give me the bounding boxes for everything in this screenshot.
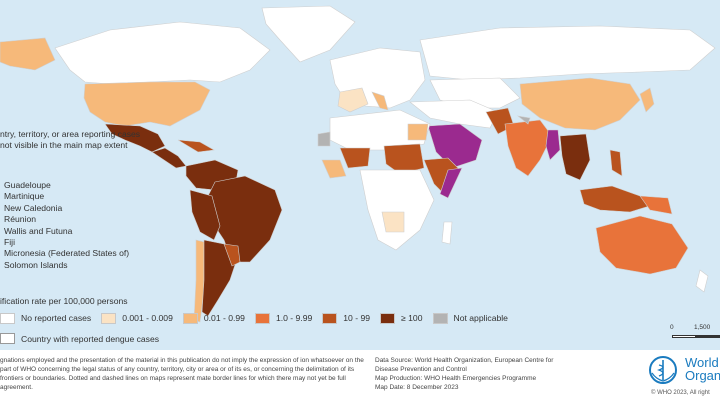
legend-label: ≥ 100 (401, 313, 423, 323)
map-date: Map Date: 8 December 2023 (375, 384, 459, 391)
disclaimer-text: gnations employed and the presentation o… (0, 357, 364, 391)
map-svg (0, 5, 716, 323)
legend-item: No reported cases (0, 312, 92, 324)
legend-swatch (101, 312, 117, 324)
west-africa-coast (321, 159, 347, 179)
side-panel-list: Guadeloupe Martinique New Caledonia Réun… (0, 180, 129, 271)
bangladesh (545, 129, 561, 161)
dengue-label: Country with reported dengue cases (21, 333, 160, 344)
list-item: Guadeloupe (4, 180, 51, 190)
indochina (559, 133, 591, 181)
sudan-chad (383, 143, 425, 175)
new-zealand (695, 269, 709, 293)
papua (639, 195, 673, 215)
legend-label: 0.001 - 0.009 (122, 313, 173, 323)
legend-label: 1.0 - 9.99 (275, 313, 313, 323)
data-source: Data Source: World Health Organization, … (375, 357, 554, 373)
who-name: World H Organiz (685, 356, 720, 382)
china (519, 77, 641, 131)
alaska (0, 37, 56, 71)
list-item: New Caledonia (4, 202, 63, 213)
legend-item: ≥ 100 (380, 312, 423, 324)
indonesia (579, 185, 657, 213)
egypt (407, 123, 429, 141)
legend-item: 10 - 99 (322, 312, 371, 324)
legend-swatch (0, 312, 15, 324)
western-sahara (317, 131, 331, 147)
paraguay (223, 243, 241, 267)
legend-label: 0.01 - 0.99 (203, 313, 245, 323)
legend-label: No reported cases (21, 313, 92, 323)
list-item: Réunion (4, 214, 37, 225)
japan (639, 87, 655, 113)
list-item: Wallis and Futuna (4, 225, 73, 236)
usa (83, 81, 211, 127)
somalia (439, 167, 463, 199)
legend-swatch (432, 312, 448, 324)
scale-bar: 0 1,500 (668, 322, 720, 344)
list-item: Micronesia (Federated States of) (4, 248, 130, 259)
world-map (0, 0, 720, 350)
india (504, 119, 553, 177)
legend-swatch (254, 312, 270, 324)
list-item: Martinique (4, 191, 45, 202)
angola-namibia (381, 211, 405, 233)
footer: gnations employed and the presentation o… (0, 350, 720, 405)
france-spain (337, 87, 369, 113)
who-logo-icon (649, 356, 677, 384)
mali-burkina (339, 147, 371, 169)
italy (371, 91, 389, 111)
central-america (151, 147, 187, 169)
legend-swatch (380, 312, 396, 324)
caribbean (177, 139, 215, 153)
dengue-legend: Country with reported dengue cases (0, 333, 159, 344)
philippines (609, 149, 623, 177)
scale-bar-line (672, 335, 720, 338)
copyright: © WHO 2023, All right (651, 390, 710, 396)
scale-value: 1,500 (694, 324, 711, 331)
arabia (427, 123, 483, 169)
legend-title: ification rate per 100,000 persons (0, 296, 128, 306)
dengue-swatch (0, 333, 15, 344)
turkey-iran (409, 99, 499, 129)
legend-label: Not applicable (453, 313, 508, 323)
scale-bar-segment (672, 335, 696, 338)
canada (54, 21, 271, 85)
australia (595, 215, 689, 275)
legend-label: 10 - 99 (343, 313, 371, 323)
who-name-line1: World H (685, 355, 720, 370)
scale-zero: 0 (670, 324, 674, 331)
list-item: Solomon Islands (4, 259, 68, 270)
legend: No reported cases 0.001 - 0.009 0.01 - 0… (0, 311, 518, 325)
legend-swatch (182, 312, 198, 324)
nepal (516, 115, 531, 125)
madagascar (441, 221, 453, 245)
legend-swatch (322, 312, 338, 324)
central-africa (359, 169, 435, 251)
side-panel-title: ntry, territory, or area reporting cases… (0, 129, 141, 150)
russia (419, 25, 716, 81)
greenland (261, 5, 356, 63)
legend-item: Not applicable (432, 312, 508, 324)
map-production: Map Production: WHO Health Emergencies P… (375, 375, 537, 382)
source-block: Data Source: World Health Organization, … (375, 356, 575, 392)
legend-item: 0.01 - 0.99 (182, 312, 245, 324)
list-item: Fiji (4, 237, 15, 248)
legend-item: 0.001 - 0.009 (101, 312, 173, 324)
who-name-line2: Organiz (685, 368, 720, 383)
peru-bolivia (189, 189, 221, 241)
legend-item: 1.0 - 9.99 (254, 312, 313, 324)
